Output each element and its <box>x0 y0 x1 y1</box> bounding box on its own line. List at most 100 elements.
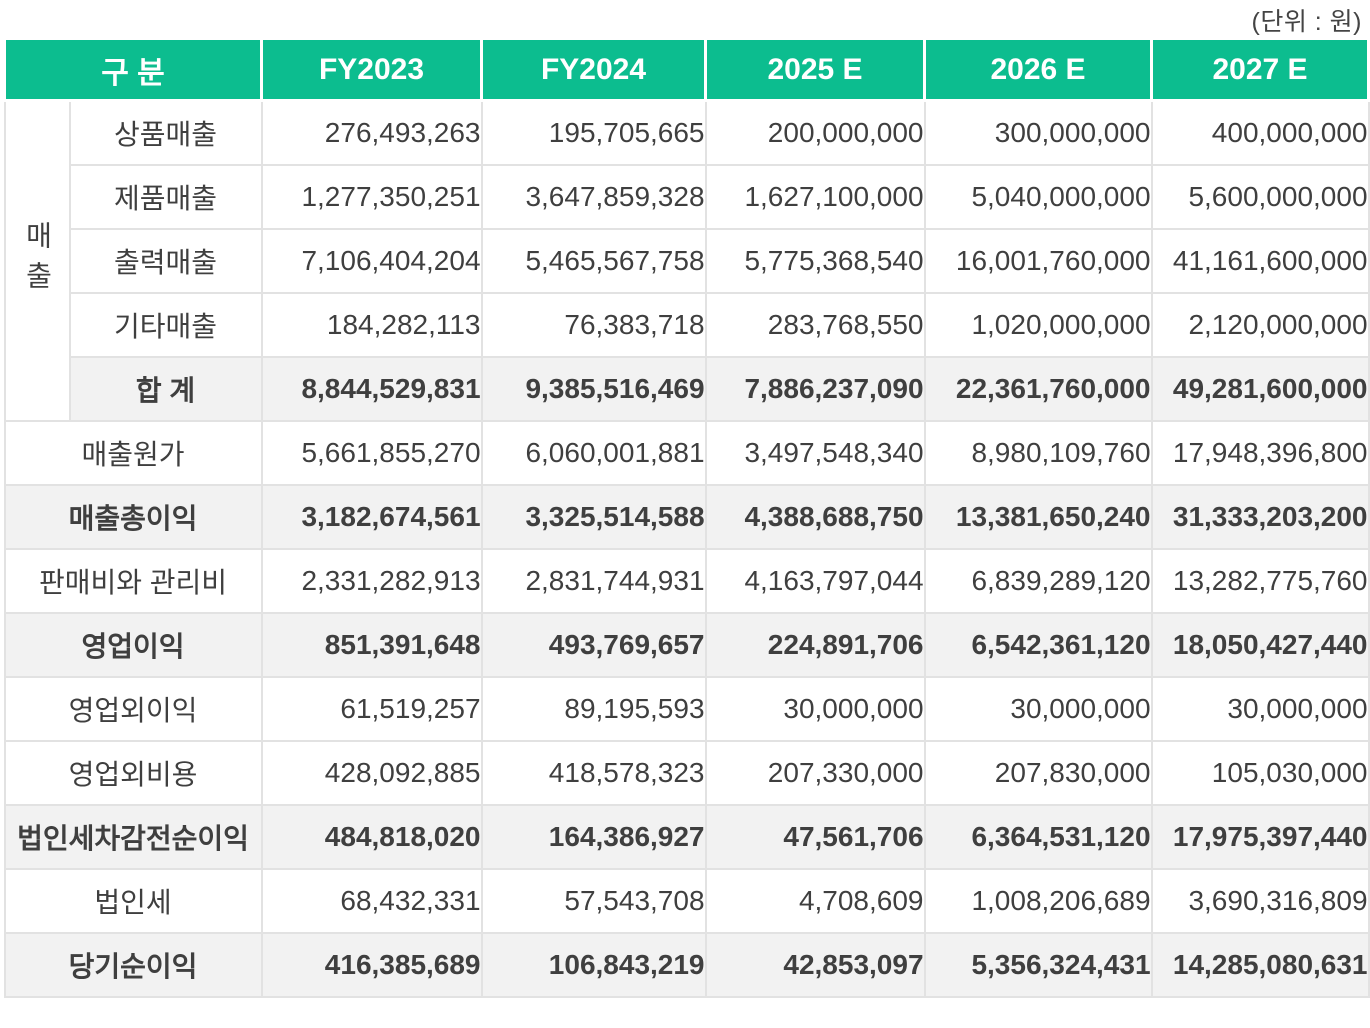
cell-value: 276,493,263 <box>260 99 483 166</box>
cell-value: 164,386,927 <box>480 804 707 870</box>
cell-value: 7,106,404,204 <box>260 228 483 294</box>
header-row: 구 분 FY2023 FY2024 2025 E 2026 E 2027 E <box>2 37 1370 102</box>
row-group-cell: 매출 <box>3 99 71 422</box>
cell-value: 851,391,648 <box>260 612 483 678</box>
cell-value: 418,578,323 <box>480 740 707 806</box>
cell-value: 17,975,397,440 <box>1150 804 1370 870</box>
cell-value: 14,285,080,631 <box>1150 932 1370 998</box>
cell-value: 3,647,859,328 <box>480 164 707 230</box>
row-label: 영업외이익 <box>3 676 263 742</box>
row-label: 법인세 <box>3 868 263 934</box>
header-fy2024: FY2024 <box>480 37 708 102</box>
cell-value: 8,844,529,831 <box>260 356 483 422</box>
cell-value: 3,497,548,340 <box>704 420 926 486</box>
row-label: 상품매출 <box>68 99 263 166</box>
financial-table: 구 분 FY2023 FY2024 2025 E 2026 E 2027 E 매… <box>2 37 1370 998</box>
cell-value: 4,163,797,044 <box>704 548 926 614</box>
cell-value: 13,381,650,240 <box>923 484 1153 550</box>
table-row: 영업이익 851,391,648 493,769,657 224,891,706 6,5… <box>3 612 1370 678</box>
table-row: 영업외비용 428,092,885 418,578,323 207,330,000 20… <box>3 740 1370 806</box>
cell-value: 5,356,324,431 <box>923 932 1153 998</box>
cell-value: 2,831,744,931 <box>480 548 707 614</box>
cell-value: 6,542,361,120 <box>923 612 1153 678</box>
cell-value: 57,543,708 <box>480 868 707 934</box>
table-row: 법인세 68,432,331 57,543,708 4,708,609 1,008,20… <box>3 868 1370 934</box>
cell-value: 31,333,203,200 <box>1150 484 1370 550</box>
row-label: 판매비와 관리비 <box>3 548 263 614</box>
row-label: 출력매출 <box>68 228 263 294</box>
cell-value: 184,282,113 <box>260 292 483 358</box>
cell-value: 5,465,567,758 <box>480 228 707 294</box>
cell-value: 42,853,097 <box>704 932 926 998</box>
table-row: 기타매출 184,282,113 76,383,718 283,768,550 1,02… <box>5 292 1370 358</box>
table-row: 출력매출 7,106,404,204 5,465,567,758 5,775,368,… <box>5 228 1370 294</box>
cell-value: 6,060,001,881 <box>480 420 707 486</box>
cell-value: 30,000,000 <box>704 676 926 742</box>
cell-value: 1,008,206,689 <box>923 868 1153 934</box>
cell-value: 2,120,000,000 <box>1150 292 1370 358</box>
table-row: 매출원가 5,661,855,270 6,060,001,881 3,497,548,… <box>3 420 1370 486</box>
table-row: 당기순이익 416,385,689 106,843,219 42,853,097 5,3… <box>3 932 1370 998</box>
row-label: 법인세차감전순이익 <box>3 804 263 870</box>
cell-value: 1,020,000,000 <box>923 292 1153 358</box>
cell-value: 3,325,514,588 <box>480 484 707 550</box>
row-label: 매출원가 <box>3 420 263 486</box>
cell-value: 76,383,718 <box>480 292 707 358</box>
cell-value: 61,519,257 <box>260 676 483 742</box>
cell-value: 5,661,855,270 <box>260 420 483 486</box>
cell-value: 224,891,706 <box>704 612 926 678</box>
cell-value: 484,818,020 <box>260 804 483 870</box>
cell-value: 207,830,000 <box>923 740 1153 806</box>
header-fy2023: FY2023 <box>260 37 484 102</box>
row-label: 당기순이익 <box>3 932 263 998</box>
cell-value: 1,277,350,251 <box>260 164 483 230</box>
row-label: 기타매출 <box>68 292 263 358</box>
cell-value: 9,385,516,469 <box>480 356 707 422</box>
cell-value: 30,000,000 <box>923 676 1153 742</box>
cell-value: 4,388,688,750 <box>704 484 926 550</box>
cell-value: 195,705,665 <box>480 99 707 166</box>
cell-value: 3,182,674,561 <box>260 484 483 550</box>
table-row: 합 계 8,844,529,831 9,385,516,469 7,886,237,0… <box>5 356 1370 422</box>
cell-value: 428,092,885 <box>260 740 483 806</box>
cell-value: 105,030,000 <box>1150 740 1370 806</box>
cell-value: 493,769,657 <box>480 612 707 678</box>
cell-value: 16,001,760,000 <box>923 228 1153 294</box>
cell-value: 6,364,531,120 <box>923 804 1153 870</box>
cell-value: 106,843,219 <box>480 932 707 998</box>
cell-value: 207,330,000 <box>704 740 926 806</box>
cell-value: 7,886,237,090 <box>704 356 926 422</box>
table-row: 매출 상품매출 276,493,263 195,705,665 200,000,000 3… <box>3 99 1370 422</box>
header-2027e: 2027 E <box>1150 37 1370 102</box>
row-label: 합 계 <box>68 356 263 422</box>
cell-value: 5,600,000,000 <box>1150 164 1370 230</box>
unit-label: (단위 : 원) <box>1251 8 1362 36</box>
cell-value: 30,000,000 <box>1150 676 1370 742</box>
cell-value: 5,775,368,540 <box>704 228 926 294</box>
cell-value: 283,768,550 <box>704 292 926 358</box>
cell-value: 13,282,775,760 <box>1150 548 1370 614</box>
row-label: 제품매출 <box>68 164 263 230</box>
cell-value: 300,000,000 <box>923 99 1153 166</box>
header-gubun: 구 분 <box>2 37 264 102</box>
cell-value: 5,040,000,000 <box>923 164 1153 230</box>
cell-value: 400,000,000 <box>1150 99 1370 166</box>
table-row: 법인세차감전순이익 484,818,020 164,386,927 47,561,70… <box>3 804 1370 870</box>
cell-value: 47,561,706 <box>704 804 926 870</box>
table-body: 매출 상품매출 276,493,263 195,705,665 200,000,000 3… <box>3 99 1370 998</box>
cell-value: 6,839,289,120 <box>923 548 1153 614</box>
table-row: 영업외이익 61,519,257 89,195,593 30,000,000 30,00… <box>3 676 1370 742</box>
header-2026e: 2026 E <box>923 37 1154 102</box>
cell-value: 17,948,396,800 <box>1150 420 1370 486</box>
cell-value: 22,361,760,000 <box>923 356 1153 422</box>
row-label: 영업외비용 <box>3 740 263 806</box>
cell-value: 89,195,593 <box>480 676 707 742</box>
table-header: 구 분 FY2023 FY2024 2025 E 2026 E 2027 E <box>2 37 1370 102</box>
cell-value: 8,980,109,760 <box>923 420 1153 486</box>
cell-value: 416,385,689 <box>260 932 483 998</box>
cell-value: 4,708,609 <box>704 868 926 934</box>
cell-value: 68,432,331 <box>260 868 483 934</box>
row-label: 매출총이익 <box>3 484 263 550</box>
group-label-text: 매출 <box>22 221 53 301</box>
